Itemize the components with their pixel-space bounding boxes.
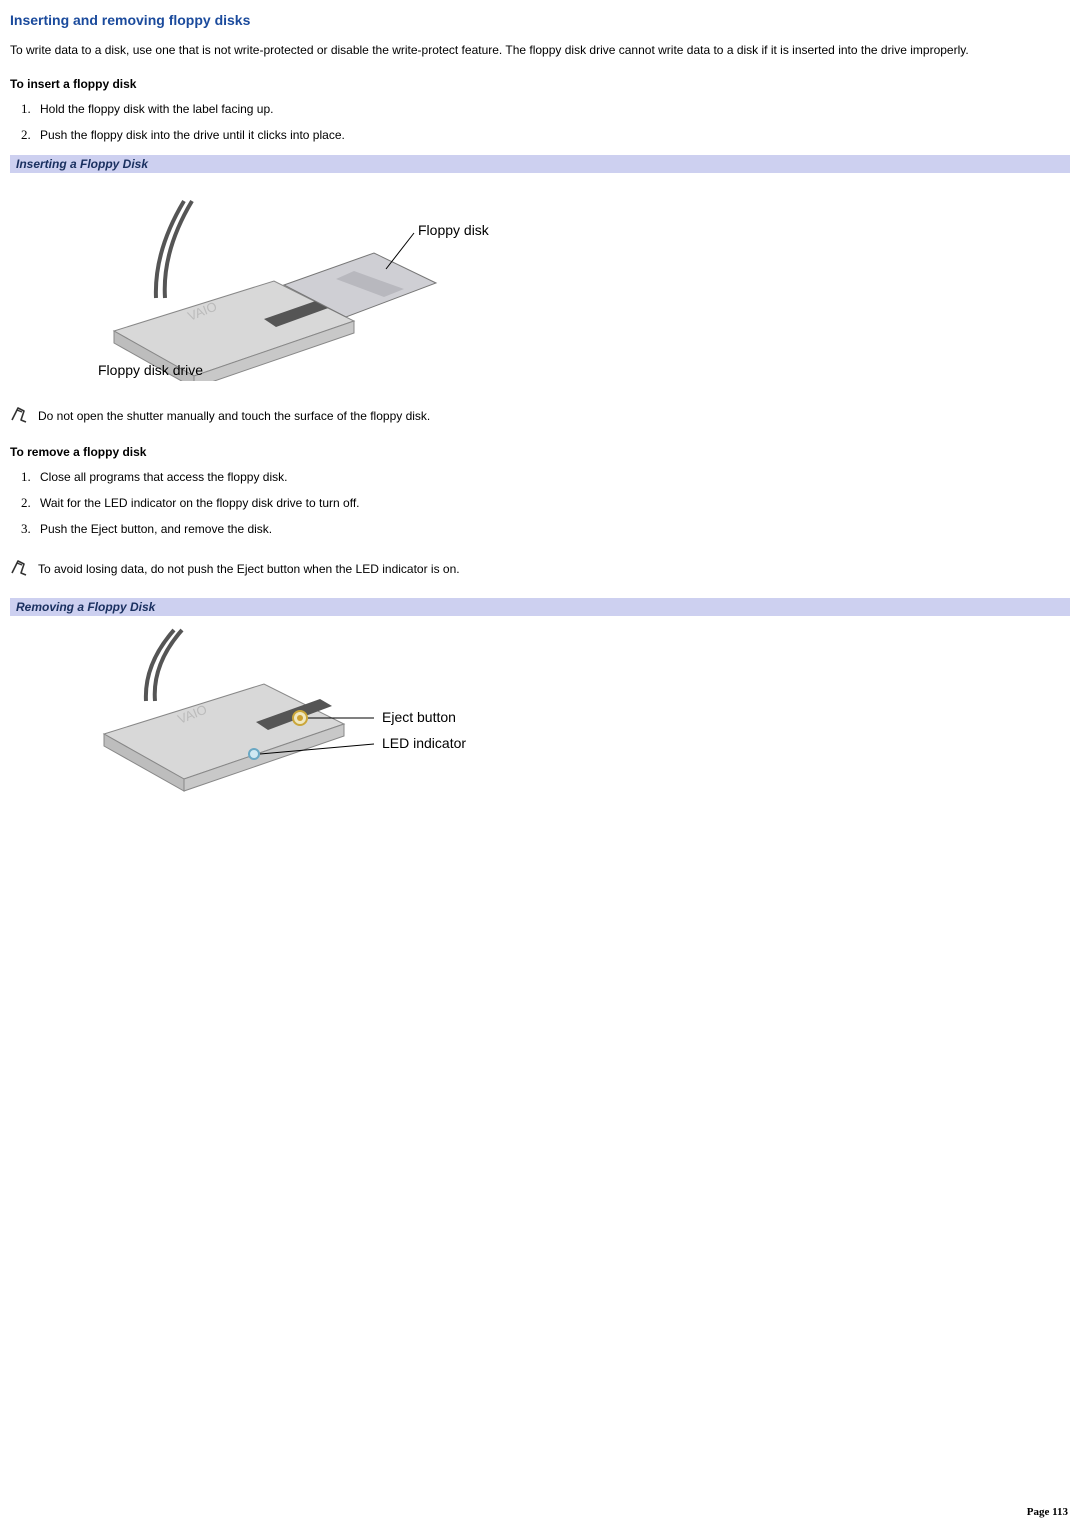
step-text: Close all programs that access the flopp… <box>40 470 287 484</box>
remove-steps-list: Close all programs that access the flopp… <box>34 469 1070 537</box>
remove-heading: To remove a floppy disk <box>10 445 1070 459</box>
list-item: Push the floppy disk into the drive unti… <box>34 127 1070 143</box>
figure-insert: VAIO Floppy disk Floppy disk drive <box>94 181 1070 384</box>
eject-button-label: Eject button <box>382 709 456 725</box>
step-text: Wait for the LED indicator on the floppy… <box>40 496 360 510</box>
caption-bar-insert: Inserting a Floppy Disk <box>10 155 1070 173</box>
list-item: Close all programs that access the flopp… <box>34 469 1070 485</box>
list-item: Wait for the LED indicator on the floppy… <box>34 495 1070 511</box>
note-row: Do not open the shutter manually and tou… <box>10 406 1070 427</box>
caption-bar-remove: Removing a Floppy Disk <box>10 598 1070 616</box>
note-row: To avoid losing data, do not push the Ej… <box>10 559 1070 580</box>
note-text: Do not open the shutter manually and tou… <box>38 409 430 423</box>
figure-remove: VAIO Eject button LED indicator <box>94 624 1070 807</box>
intro-paragraph: To write data to a disk, use one that is… <box>10 42 1070 59</box>
step-text: Push the Eject button, and remove the di… <box>40 522 272 536</box>
floppy-drive-label: Floppy disk drive <box>98 362 203 378</box>
insert-steps-list: Hold the floppy disk with the label faci… <box>34 101 1070 143</box>
list-item: Hold the floppy disk with the label faci… <box>34 101 1070 117</box>
page-number: Page 113 <box>1027 1506 1068 1518</box>
step-text: Hold the floppy disk with the label faci… <box>40 102 273 116</box>
led-indicator-label: LED indicator <box>382 735 466 751</box>
floppy-disk-label: Floppy disk <box>418 222 490 238</box>
note-icon <box>10 406 30 427</box>
page-title: Inserting and removing floppy disks <box>10 12 1070 28</box>
note-text: To avoid losing data, do not push the Ej… <box>38 562 460 576</box>
insert-heading: To insert a floppy disk <box>10 77 1070 91</box>
list-item: Push the Eject button, and remove the di… <box>34 521 1070 537</box>
note-icon <box>10 559 30 580</box>
step-text: Push the floppy disk into the drive unti… <box>40 128 345 142</box>
